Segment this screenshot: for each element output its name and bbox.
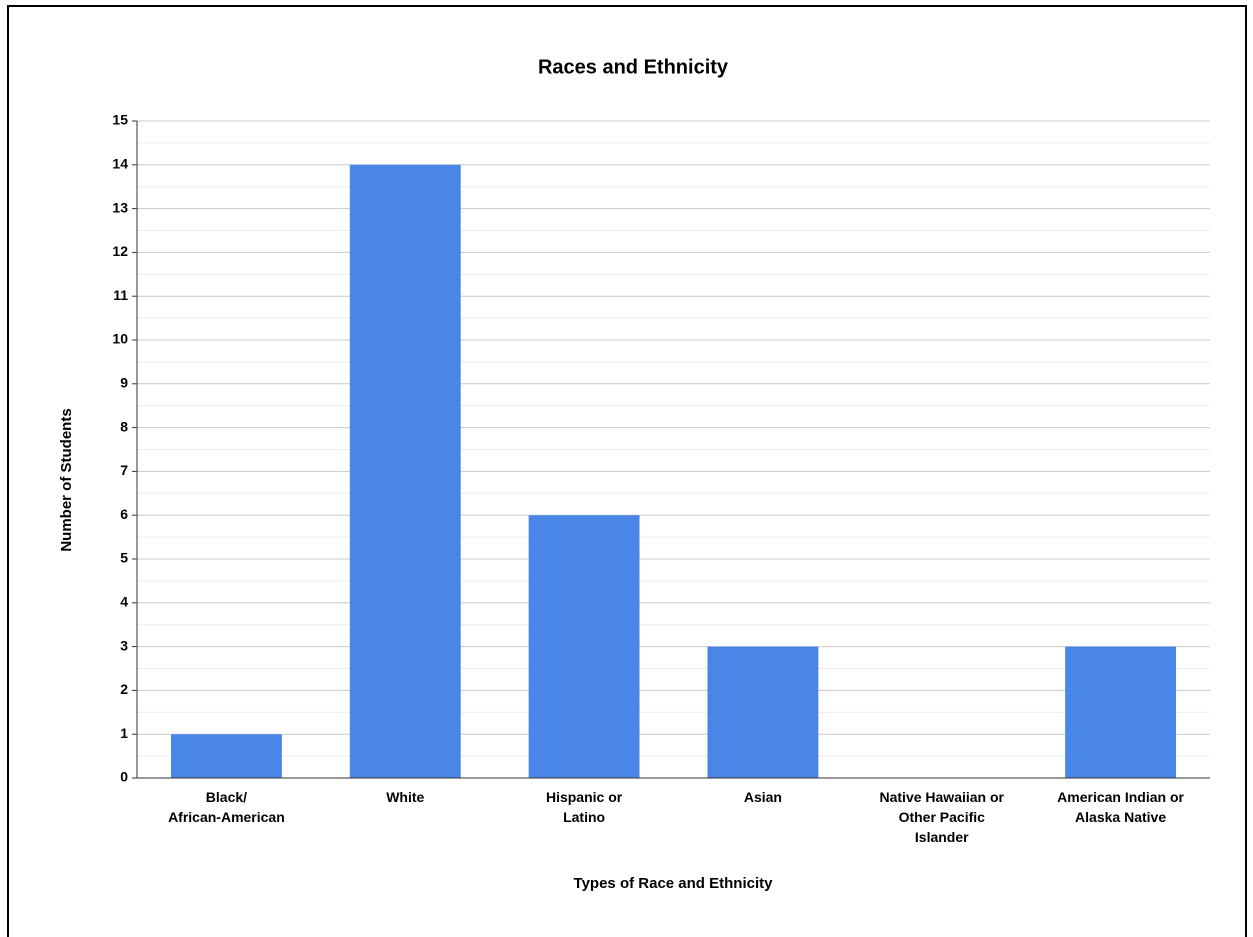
x-tick-label: Asian bbox=[744, 789, 782, 805]
chart-title: Races and Ethnicity bbox=[538, 56, 729, 78]
x-tick-label: American Indian or Alaska Native bbox=[1057, 789, 1184, 825]
y-tick-label: 8 bbox=[120, 418, 128, 434]
y-tick-label: 10 bbox=[112, 331, 128, 347]
x-tick-label: White bbox=[386, 789, 424, 805]
x-axis-label: Types of Race and Ethnicity bbox=[574, 875, 774, 892]
y-tick-label: 15 bbox=[112, 112, 128, 128]
bar bbox=[707, 646, 819, 778]
y-tick-label: 12 bbox=[112, 243, 128, 259]
y-tick-label: 4 bbox=[120, 594, 128, 610]
y-tick-label: 1 bbox=[120, 725, 128, 741]
bar bbox=[528, 515, 640, 778]
y-tick-label: 2 bbox=[120, 681, 128, 697]
x-tick-label: Hispanic or Latino bbox=[546, 789, 623, 825]
y-tick-label: 11 bbox=[113, 287, 128, 303]
bar bbox=[349, 164, 461, 779]
y-tick-label: 0 bbox=[120, 769, 128, 785]
bar bbox=[1065, 646, 1177, 778]
y-tick-label: 5 bbox=[120, 550, 128, 566]
y-axis-label: Number of Students bbox=[58, 408, 75, 551]
x-tick-label: Black/African-American bbox=[168, 789, 285, 825]
y-tick-label: 6 bbox=[120, 506, 128, 522]
bar bbox=[170, 734, 282, 778]
frame bbox=[7, 5, 1247, 937]
y-tick-label: 14 bbox=[112, 156, 128, 172]
y-tick-label: 13 bbox=[112, 199, 128, 215]
y-tick-label: 3 bbox=[120, 637, 128, 653]
x-tick-label: Native Hawaiian or Other Pacific Islander bbox=[880, 789, 1005, 845]
y-tick-label: 7 bbox=[120, 462, 128, 478]
y-tick-label: 9 bbox=[120, 375, 128, 391]
